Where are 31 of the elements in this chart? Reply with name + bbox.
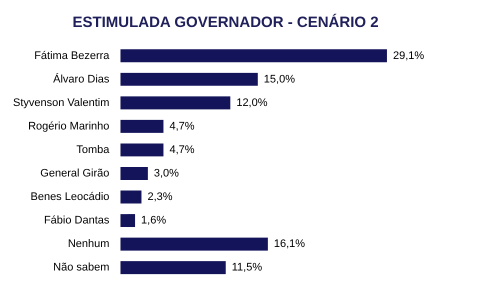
bar — [120, 238, 268, 251]
bar — [120, 120, 164, 133]
y-tick-label: Benes Leocádio — [30, 191, 110, 204]
data-label: 29,1% — [392, 50, 424, 62]
bar — [120, 190, 142, 204]
y-tick-label: Tomba — [76, 144, 110, 156]
bar — [120, 261, 226, 274]
chart-title: ESTIMULADA GOVERNADOR - CENÁRIO 2 — [72, 13, 379, 32]
y-tick-label: Nenhum — [68, 238, 110, 250]
data-label: 1,6% — [141, 214, 166, 227]
bar — [120, 49, 387, 62]
data-label: 3,0% — [154, 168, 180, 180]
bar — [120, 72, 258, 86]
data-label: 4,7% — [169, 144, 195, 156]
data-label: 12,0% — [236, 96, 268, 109]
data-label: 4,7% — [169, 120, 195, 132]
y-tick-label: Não sabem — [53, 262, 110, 274]
y-tick-label: Álvaro Dias — [53, 72, 110, 86]
bar — [120, 143, 164, 156]
data-label: 15,0% — [264, 73, 296, 86]
y-tick-label: Fátima Bezerra — [34, 50, 110, 62]
y-tick-label: Styvenson Valentim — [12, 96, 110, 109]
y-tick-label: General Girão — [40, 168, 110, 180]
data-label: 2,3% — [147, 191, 173, 204]
bar — [120, 166, 148, 180]
y-tick-label: Fábio Dantas — [44, 214, 110, 227]
y-tick-label: Rogério Marinho — [28, 120, 110, 132]
data-label: 16,1% — [274, 238, 306, 250]
data-label: 11,5% — [232, 262, 262, 274]
bar — [120, 214, 136, 228]
bar — [120, 96, 230, 110]
